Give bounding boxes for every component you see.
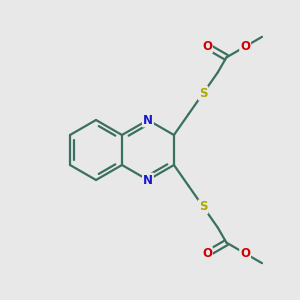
Text: O: O bbox=[202, 248, 212, 260]
Text: S: S bbox=[199, 87, 207, 100]
Text: O: O bbox=[240, 247, 250, 260]
Text: N: N bbox=[143, 113, 153, 127]
Text: O: O bbox=[240, 40, 250, 53]
Text: N: N bbox=[143, 173, 153, 187]
Text: O: O bbox=[202, 40, 212, 52]
Text: S: S bbox=[199, 200, 207, 213]
